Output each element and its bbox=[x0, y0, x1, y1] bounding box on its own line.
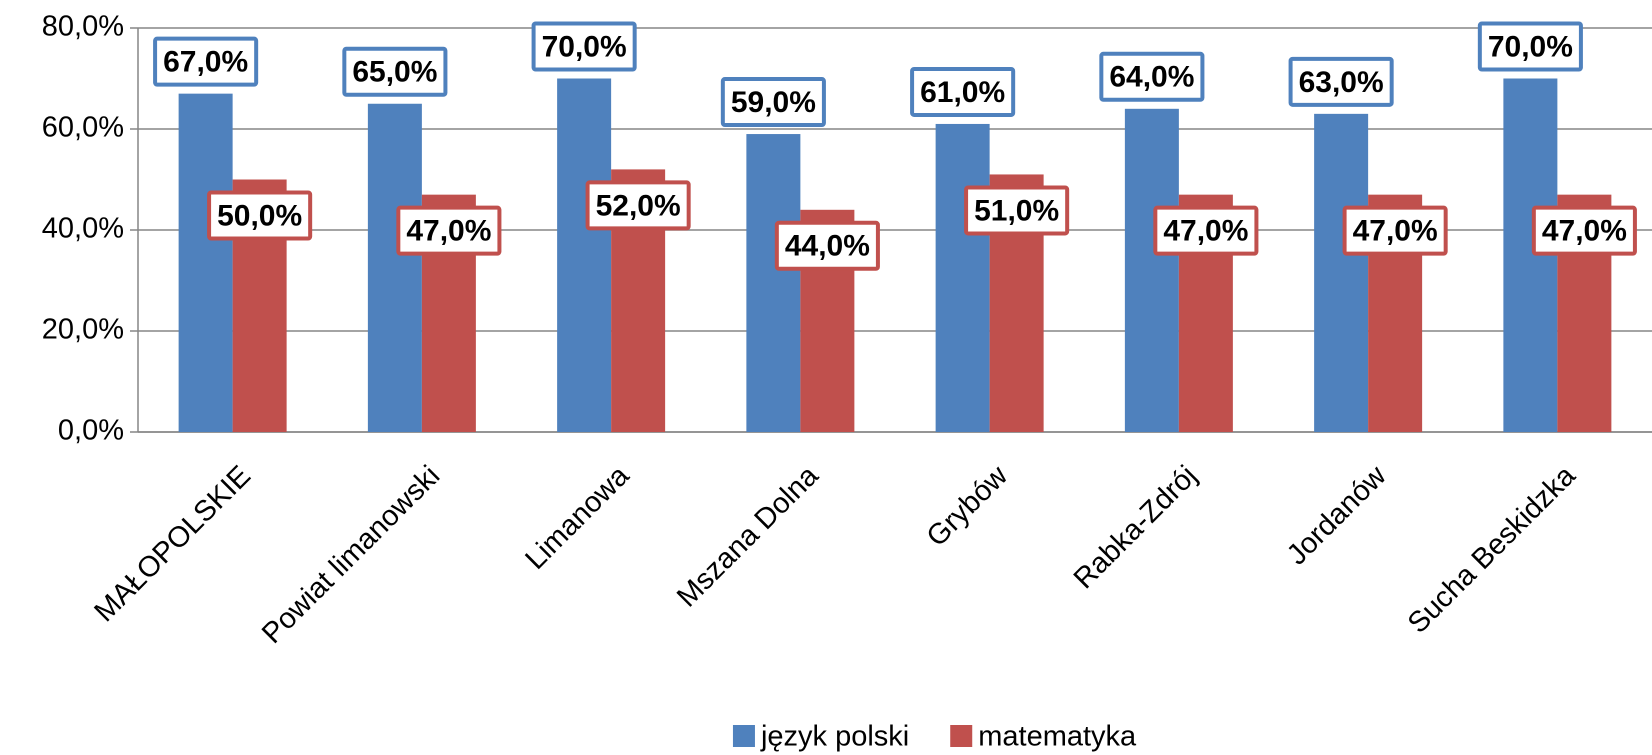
data-label-box: 52,0% bbox=[585, 180, 691, 231]
data-label-box: 59,0% bbox=[720, 77, 826, 128]
bar bbox=[746, 134, 801, 433]
data-label: 64,0% bbox=[1109, 61, 1194, 94]
data-label-frame bbox=[1342, 205, 1448, 256]
data-label-box: 47,0% bbox=[1531, 205, 1637, 256]
legend-label: język polski bbox=[760, 721, 909, 753]
x-tick-label: Limanowa bbox=[519, 459, 636, 576]
bar bbox=[935, 123, 990, 432]
data-label-frame bbox=[396, 205, 502, 256]
data-label-box: 63,0% bbox=[1288, 56, 1394, 107]
data-label: 70,0% bbox=[1488, 30, 1573, 63]
data-label-frame bbox=[342, 46, 448, 97]
x-tick-label: MAŁOPOLSKIE bbox=[88, 460, 257, 629]
y-tick-label: 40,0% bbox=[42, 213, 124, 245]
data-label-frame bbox=[910, 66, 1016, 117]
data-label: 47,0% bbox=[1163, 215, 1248, 248]
data-label-box: 64,0% bbox=[1099, 51, 1205, 102]
x-tick-label: Powiat limanowski bbox=[256, 460, 446, 650]
data-label-frame bbox=[207, 190, 313, 241]
data-label-frame bbox=[585, 180, 691, 231]
x-tick-label: Rabka-Zdrój bbox=[1068, 460, 1203, 595]
y-tick-label: 60,0% bbox=[42, 112, 124, 144]
data-label-box: 47,0% bbox=[1342, 205, 1448, 256]
data-label-box: 51,0% bbox=[964, 185, 1070, 236]
data-label-frame bbox=[1288, 56, 1394, 107]
data-label: 50,0% bbox=[217, 199, 302, 232]
data-label-frame bbox=[1153, 205, 1259, 256]
data-label-frame bbox=[720, 77, 826, 128]
data-label-box: 47,0% bbox=[396, 205, 502, 256]
data-label: 51,0% bbox=[974, 194, 1059, 227]
data-label-box: 61,0% bbox=[910, 66, 1016, 117]
legend-label: matematyka bbox=[978, 721, 1137, 753]
data-label-box: 70,0% bbox=[1477, 21, 1583, 72]
data-label: 65,0% bbox=[352, 56, 437, 89]
data-label-box: 65,0% bbox=[342, 46, 448, 97]
legend-swatch bbox=[732, 725, 755, 747]
x-tick-label: Mszana Dolna bbox=[671, 459, 825, 613]
data-label: 47,0% bbox=[406, 215, 491, 248]
x-tick-label: Sucha Beskidzka bbox=[1402, 459, 1583, 640]
y-tick-label: 20,0% bbox=[42, 314, 124, 346]
legend: język polski matematyka bbox=[732, 721, 1137, 753]
data-label-box: 47,0% bbox=[1153, 205, 1259, 256]
data-label-frame bbox=[1099, 51, 1205, 102]
data-label: 59,0% bbox=[731, 86, 816, 119]
data-label-frame bbox=[153, 36, 259, 87]
data-label-box: 50,0% bbox=[207, 190, 313, 241]
data-label: 67,0% bbox=[163, 46, 248, 79]
data-label: 70,0% bbox=[542, 30, 627, 63]
bar bbox=[557, 78, 612, 432]
data-label-box: 44,0% bbox=[774, 220, 880, 271]
data-label-frame bbox=[774, 220, 880, 271]
y-tick-label: 80,0% bbox=[42, 11, 124, 43]
x-tick-label: Grybów bbox=[921, 459, 1015, 553]
data-label: 63,0% bbox=[1299, 66, 1384, 99]
data-label-frame bbox=[1477, 21, 1583, 72]
legend-swatch bbox=[950, 725, 973, 747]
data-label-frame bbox=[531, 21, 637, 72]
data-label: 52,0% bbox=[596, 189, 681, 222]
y-tick-label: 0,0% bbox=[58, 415, 124, 447]
bar bbox=[367, 103, 422, 432]
bar bbox=[178, 93, 233, 433]
bar bbox=[1124, 108, 1179, 433]
data-label: 61,0% bbox=[920, 76, 1005, 109]
data-label: 47,0% bbox=[1353, 215, 1438, 248]
data-label-frame bbox=[1531, 205, 1637, 256]
data-label-frame bbox=[964, 185, 1070, 236]
data-label: 47,0% bbox=[1542, 215, 1627, 248]
x-tick-label: Jordanów bbox=[1281, 459, 1393, 571]
data-label-box: 67,0% bbox=[153, 36, 259, 87]
data-label: 44,0% bbox=[785, 230, 870, 263]
data-label-box: 70,0% bbox=[531, 21, 637, 72]
bar bbox=[1314, 113, 1369, 432]
